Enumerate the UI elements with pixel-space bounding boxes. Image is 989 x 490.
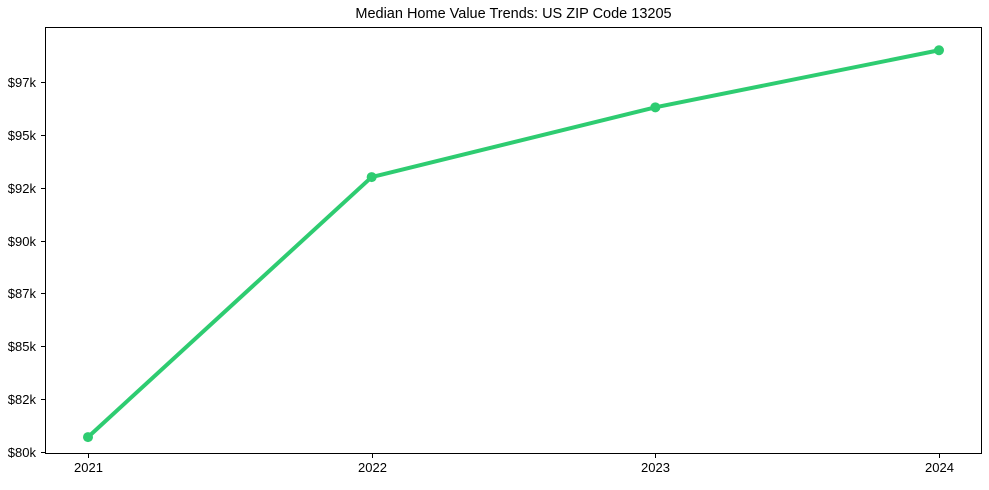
y-tick-label: $87k xyxy=(8,286,37,301)
x-tick-label: 2021 xyxy=(74,460,103,475)
data-point-marker xyxy=(934,45,944,56)
x-tick-label: 2024 xyxy=(925,460,954,475)
data-point-marker xyxy=(83,432,93,443)
y-tick-label: $80k xyxy=(8,445,37,460)
plot-area-border xyxy=(45,27,982,454)
chart-title: Median Home Value Trends: US ZIP Code 13… xyxy=(355,6,672,22)
y-tick-label: $82k xyxy=(8,392,37,407)
data-point-marker xyxy=(366,172,377,183)
y-tick-label: $92k xyxy=(8,181,37,196)
data-point-marker xyxy=(650,102,661,113)
y-tick-label: $97k xyxy=(8,75,37,90)
trend-line xyxy=(86,48,941,440)
y-tick-label: $95k xyxy=(8,128,37,143)
x-tick-label: 2023 xyxy=(641,460,670,475)
y-tick-label: $90k xyxy=(8,234,37,249)
y-tick-label: $85k xyxy=(8,339,37,354)
x-tick-label: 2022 xyxy=(358,460,387,475)
